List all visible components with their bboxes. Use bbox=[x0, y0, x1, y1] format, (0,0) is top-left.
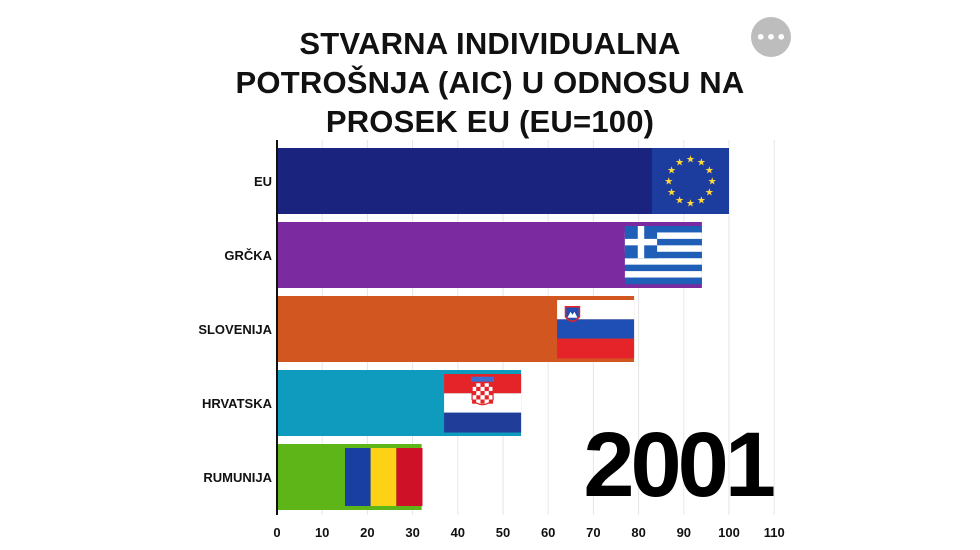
greece-stripe bbox=[624, 264, 702, 272]
croatia-checker bbox=[480, 382, 485, 387]
category-label-eu: EU bbox=[254, 174, 272, 189]
croatia-checker bbox=[472, 395, 477, 400]
category-label-hrvatska: HRVATSKA bbox=[202, 396, 273, 411]
croatia-checker bbox=[484, 391, 489, 396]
x-tick-label-60: 60 bbox=[541, 525, 555, 540]
eu-star-icon: ★ bbox=[667, 166, 676, 177]
slovenia-red-stripe bbox=[557, 338, 635, 359]
greece-stripe bbox=[624, 271, 702, 278]
eu-flag-field bbox=[652, 148, 729, 214]
croatia-checker bbox=[484, 399, 489, 404]
croatia-checker bbox=[472, 386, 477, 392]
greece-flag-icon bbox=[624, 226, 702, 285]
slovenia-mountain-icon bbox=[567, 311, 578, 318]
romania-yellow-stripe bbox=[370, 448, 397, 506]
x-tick-label-20: 20 bbox=[360, 525, 374, 540]
romania-red-stripe bbox=[396, 448, 423, 506]
romania-flag-icon bbox=[345, 448, 423, 506]
x-tick-label-80: 80 bbox=[631, 525, 645, 540]
eu-flag-icon: ★ ★★★★★★★★★★★ bbox=[652, 148, 729, 214]
x-tick-label-0: 0 bbox=[273, 525, 280, 540]
x-tick-label-30: 30 bbox=[405, 525, 419, 540]
croatia-checker bbox=[488, 386, 494, 392]
eu-star-icon: ★ bbox=[705, 187, 714, 198]
eu-star-icon: ★ bbox=[675, 158, 684, 169]
eu-star-icon: ★ bbox=[664, 177, 673, 188]
greece-stripe bbox=[624, 238, 702, 246]
title-line-1: STVARNA INDIVIDUALNA bbox=[299, 26, 681, 61]
croatia-checker bbox=[476, 386, 481, 392]
slovenia-blue-stripe bbox=[557, 319, 635, 339]
eu-star-icon: ★ bbox=[686, 198, 695, 209]
category-label-slovenija: SLOVENIJA bbox=[198, 322, 272, 337]
eu-star-icon: ★ bbox=[705, 166, 714, 177]
eu-star-icon: ★ bbox=[697, 158, 706, 169]
croatia-checker bbox=[480, 386, 485, 392]
croatia-checker bbox=[476, 382, 481, 387]
croatia-checker bbox=[476, 395, 481, 400]
croatia-checker bbox=[488, 391, 494, 396]
croatia-checker bbox=[484, 395, 489, 400]
greece-stripe bbox=[624, 277, 702, 285]
croatia-checker bbox=[480, 395, 485, 400]
slovenia-flag-icon bbox=[557, 300, 635, 359]
more-options-button[interactable]: ••• bbox=[751, 17, 791, 57]
croatia-checker bbox=[476, 391, 481, 396]
eu-star-icon: ★ bbox=[675, 195, 684, 206]
year-label: 2001 bbox=[583, 414, 773, 516]
x-tick-label-90: 90 bbox=[677, 525, 691, 540]
x-tick-label-70: 70 bbox=[586, 525, 600, 540]
croatia-checker bbox=[488, 395, 494, 400]
croatia-checker bbox=[480, 399, 485, 404]
romania-blue-stripe bbox=[345, 448, 371, 506]
category-label-rumunija: RUMUNIJA bbox=[203, 470, 272, 485]
croatia-checker bbox=[476, 399, 481, 404]
category-label-grčka: GRČKA bbox=[224, 248, 272, 263]
croatia-checker bbox=[488, 382, 494, 387]
title-line-2: POTROŠNJA (AIC) U ODNOSU NA bbox=[235, 65, 745, 100]
croatia-blue-stripe bbox=[444, 412, 522, 433]
croatia-checker bbox=[480, 391, 485, 396]
x-tick-label-50: 50 bbox=[496, 525, 510, 540]
greece-stripe bbox=[624, 232, 702, 240]
x-tick-label-40: 40 bbox=[451, 525, 465, 540]
croatia-checker bbox=[484, 382, 489, 387]
chart-title: STVARNA INDIVIDUALNA POTROŠNJA (AIC) U O… bbox=[180, 24, 800, 141]
greece-cross-h bbox=[624, 238, 658, 246]
eu-star-icon: ★ bbox=[708, 177, 717, 188]
croatia-shield-outline bbox=[471, 382, 494, 406]
greece-stripe bbox=[624, 245, 702, 253]
eu-star-icon: ★ bbox=[697, 195, 706, 206]
greece-stripe bbox=[624, 251, 702, 259]
eu-star-icon: ★ bbox=[667, 187, 676, 198]
croatia-flag-icon bbox=[444, 374, 522, 433]
x-tick-label-10: 10 bbox=[315, 525, 329, 540]
croatia-crown-icon bbox=[471, 376, 495, 382]
croatia-checker bbox=[472, 382, 477, 387]
x-tick-label-100: 100 bbox=[718, 525, 740, 540]
croatia-checker bbox=[472, 391, 477, 396]
title-line-3: PROSEK EU (EU=100) bbox=[325, 104, 655, 139]
slovenia-shield-icon bbox=[564, 306, 581, 323]
x-tick-label-110: 110 bbox=[764, 525, 785, 540]
greece-stripe bbox=[624, 258, 702, 265]
croatia-checker bbox=[484, 386, 489, 392]
greece-stripe bbox=[624, 226, 702, 233]
eu-star-icon: ★ bbox=[686, 155, 695, 166]
